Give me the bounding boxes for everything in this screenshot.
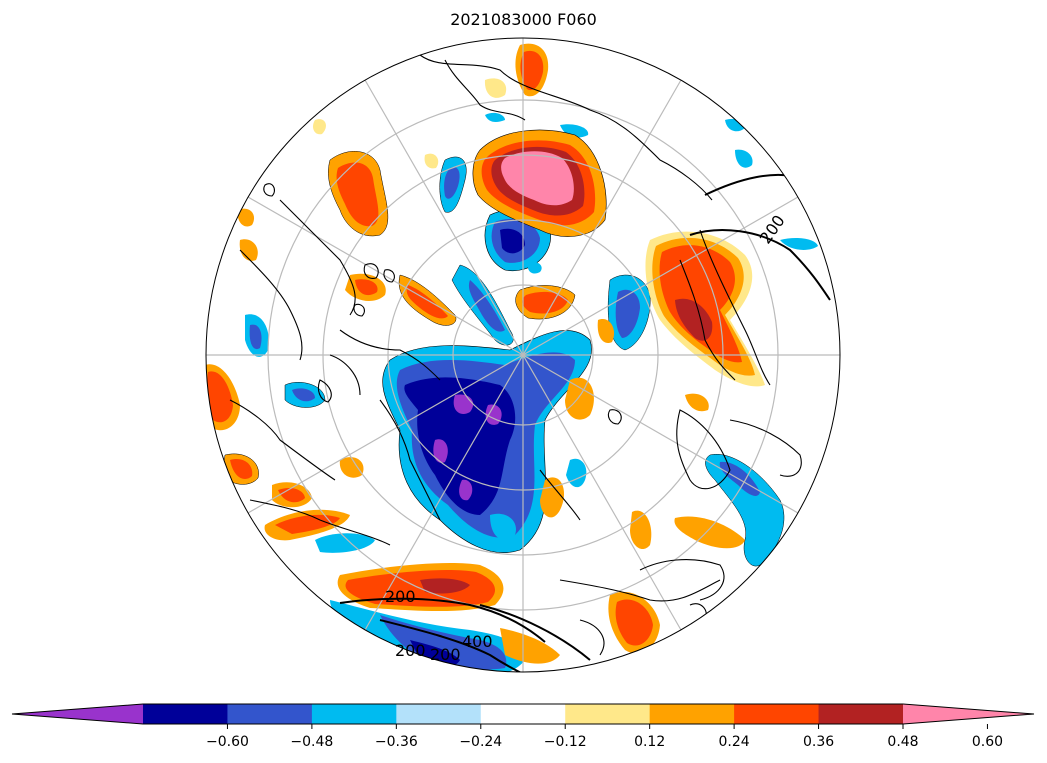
graticule (206, 38, 840, 672)
map-boundary (205, 37, 841, 673)
coastlines (229, 54, 802, 656)
colorbar-tick-label: 0.12 (634, 734, 665, 750)
colorbar-outline (11, 703, 1035, 725)
colorbar-tick-label: −0.24 (459, 734, 502, 750)
colorbar-segment (396, 704, 482, 724)
colorbar-tick-label: 0.24 (719, 734, 750, 750)
contour-labels: 200 200 400 200 200 (385, 211, 789, 664)
colorbar-segment (311, 704, 397, 724)
colorbar-segment (143, 704, 228, 724)
contour-label: 200 (385, 587, 416, 606)
colorbar-ticks: −0.60 −0.48 −0.36 −0.24 −0.12 0.12 0.24 0.36 0.4… (206, 724, 1003, 750)
polar-map: 200 200 400 200 200 (205, 37, 841, 673)
negative-anomaly-region (245, 112, 818, 672)
colorbar-extend-min (12, 704, 143, 724)
contour-label: 200 (430, 645, 461, 664)
colorbar-segment (649, 704, 735, 724)
colorbar-tick-label: 0.60 (972, 734, 1003, 750)
map-fields (206, 38, 840, 672)
colorbar-segment (565, 704, 651, 724)
colorbar-segment (480, 704, 566, 724)
colorbar-tick-label: 0.48 (887, 734, 918, 750)
colorbar-tick-label: −0.12 (544, 734, 587, 750)
contour-label: 400 (462, 632, 493, 651)
map-title: 2021083000 F060 (450, 10, 597, 29)
colorbar-blocks (11, 703, 1035, 725)
colorbar-extend-max (903, 704, 1034, 724)
colorbar-tick-label: −0.60 (206, 734, 249, 750)
colorbar-tick-label: 0.36 (803, 734, 834, 750)
positive-anomaly-region (206, 43, 765, 664)
contour-label: 200 (395, 641, 426, 660)
colorbar-segment (227, 704, 313, 724)
colorbar-segment (734, 704, 820, 724)
colorbar-tick-label: −0.36 (375, 734, 418, 750)
colorbar-tick-label: −0.48 (290, 734, 333, 750)
colorbar-segment (818, 704, 904, 724)
